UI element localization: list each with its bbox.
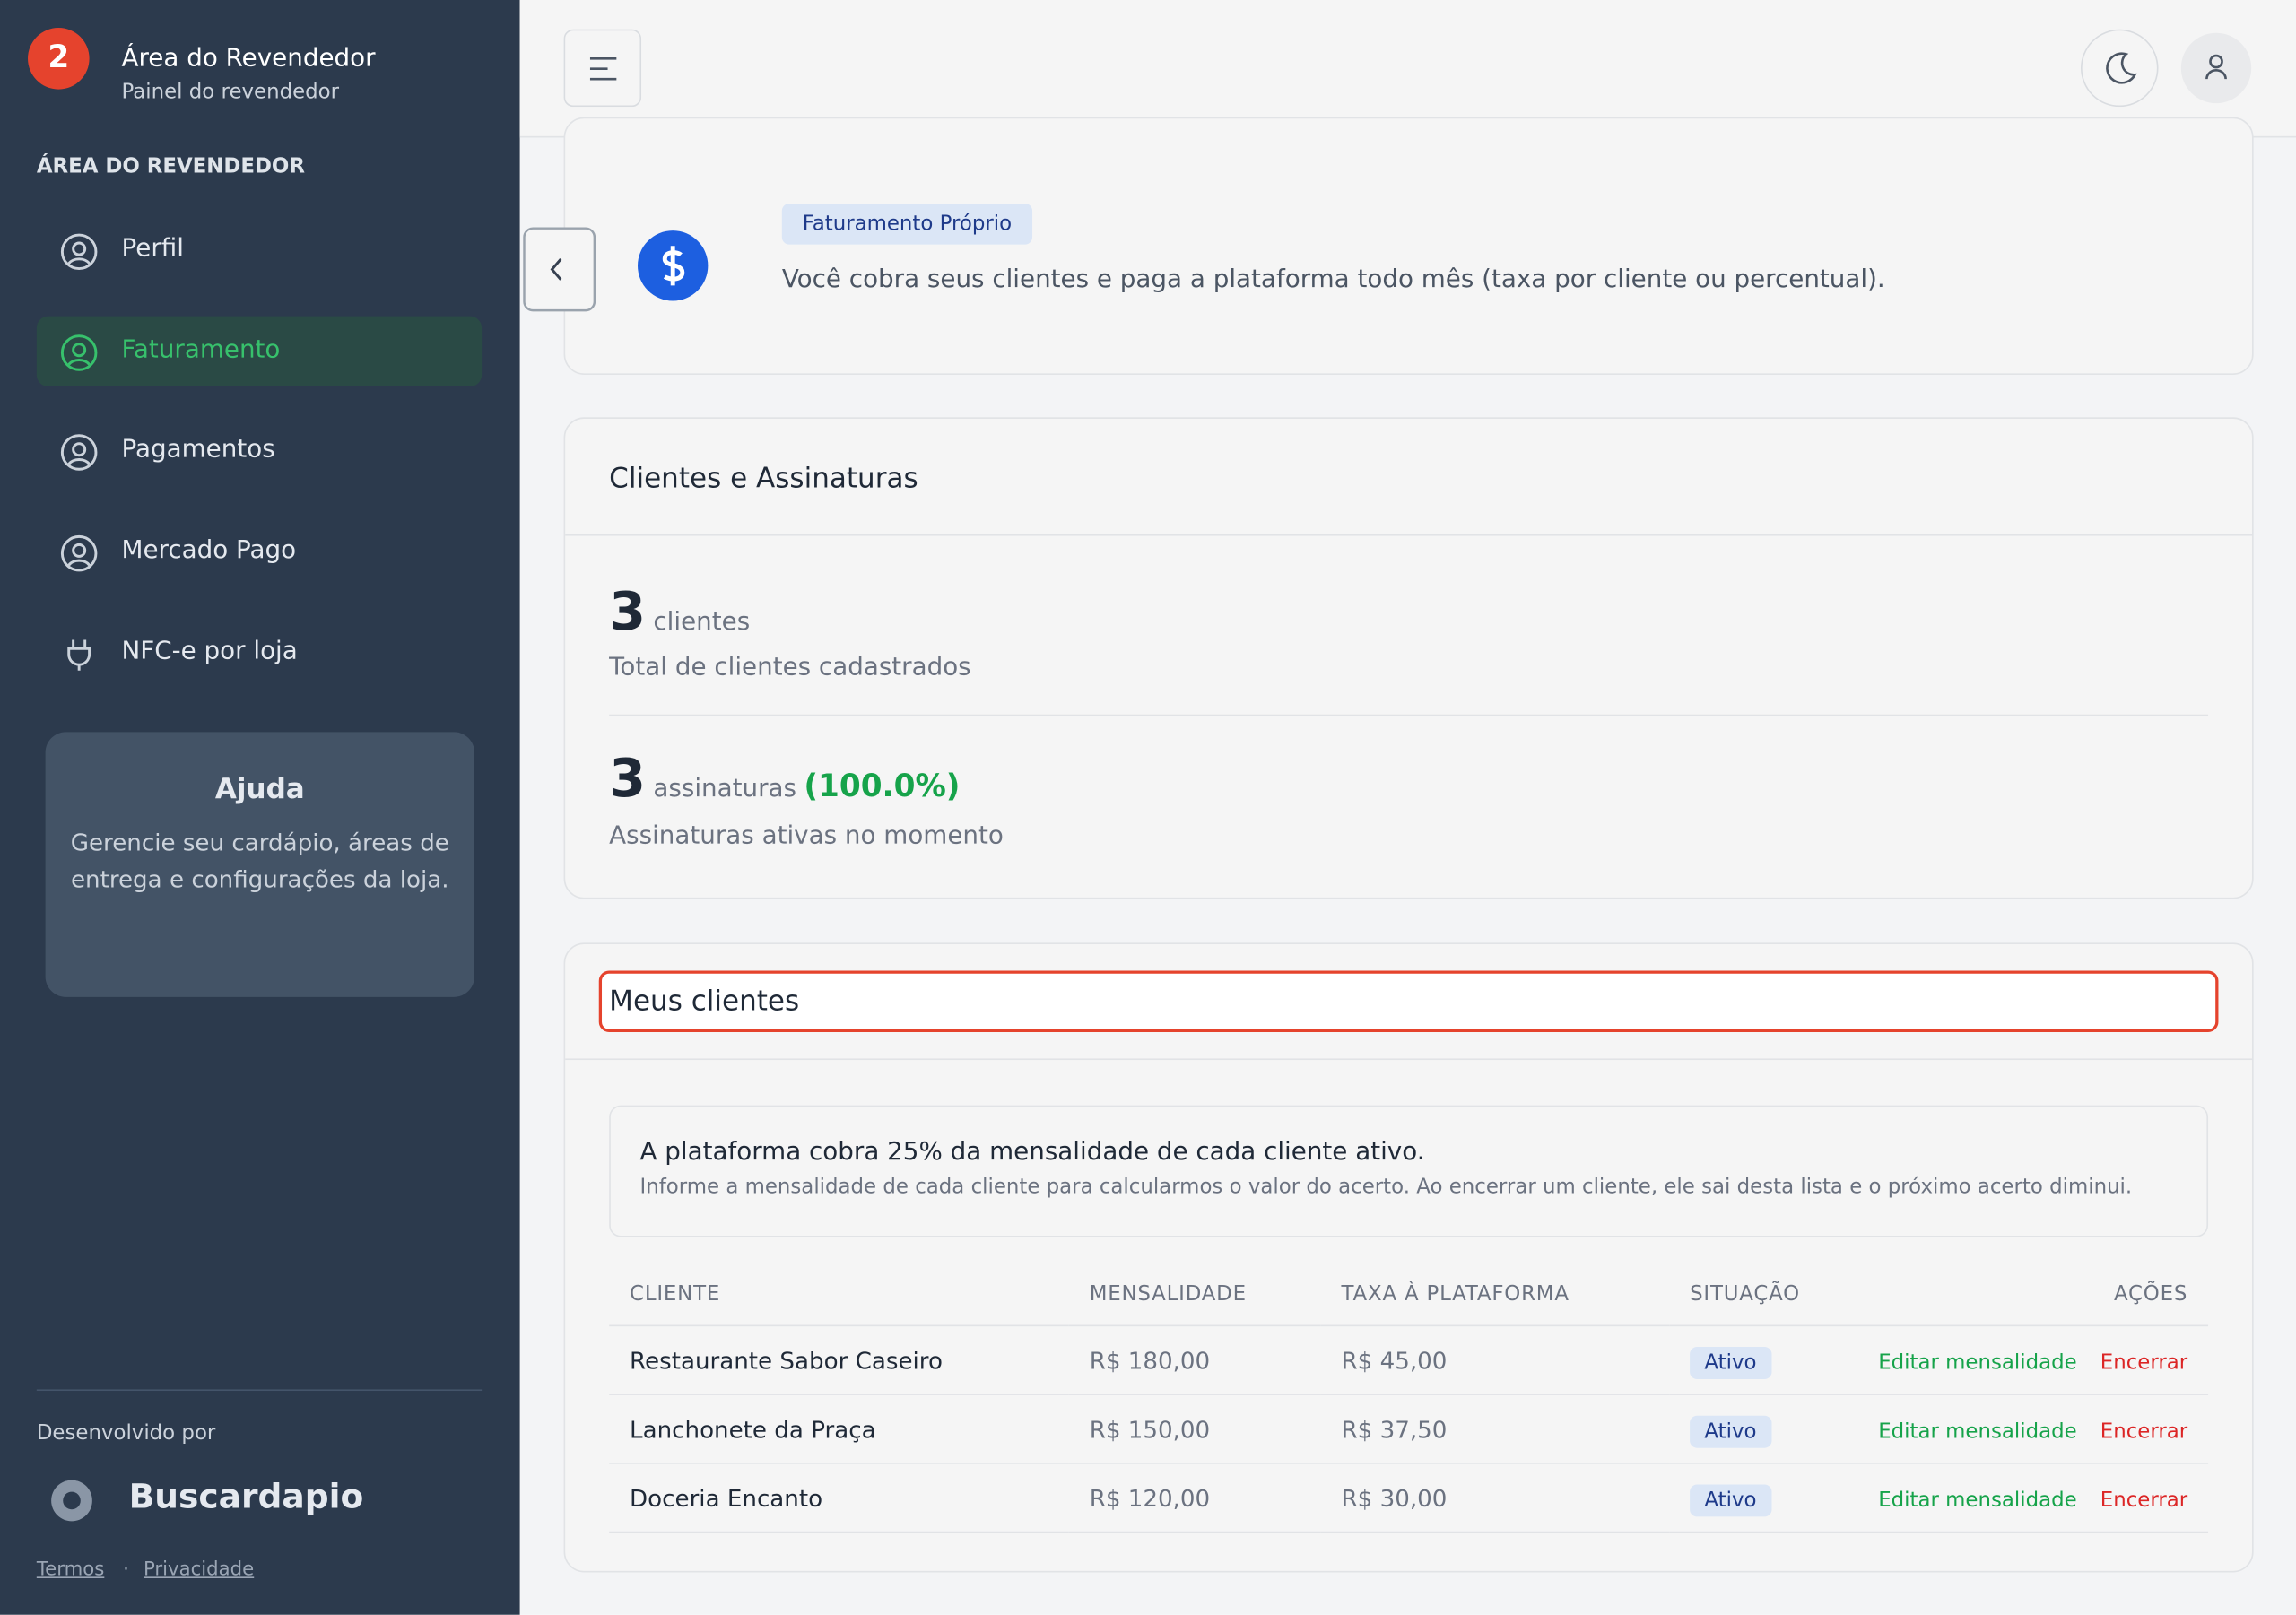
column-header: CLIENTE xyxy=(609,1263,1069,1327)
edit-action[interactable]: Editar mensalidade xyxy=(1878,1350,2077,1375)
column-header: MENSALIDADE xyxy=(1068,1263,1321,1327)
end-action[interactable]: Encerrar xyxy=(2100,1419,2188,1443)
summary-card: Clientes e Assinaturas 3 clientes Total … xyxy=(563,417,2254,899)
privacy-link[interactable]: Privacidade xyxy=(143,1559,255,1582)
notice: A plataforma cobra 25% da mensalidade de… xyxy=(609,1105,2209,1237)
menu-label: Mercado Pago xyxy=(121,535,297,566)
status-pill: Ativo xyxy=(1690,1346,1771,1379)
status-pill: Ativo xyxy=(1690,1414,1771,1447)
clients-card: Meus clientes A plataforma cobra 25% da … xyxy=(563,942,2254,1573)
user-icon xyxy=(60,334,98,371)
edit-action[interactable]: Editar mensalidade xyxy=(1878,1488,2077,1512)
header xyxy=(519,0,2296,138)
subs-count: 3 xyxy=(609,749,647,810)
notice-text: Informe a mensalidade de cada cliente pa… xyxy=(639,1176,2133,1200)
platform-fee: R$ 30,00 xyxy=(1320,1463,1670,1533)
client-name: Lanchonete da Praça xyxy=(609,1394,1069,1464)
subs-caption: Assinaturas ativas no momento xyxy=(609,821,1004,851)
help-text: Gerencie seu cardápio, áreas de entrega … xyxy=(70,829,449,893)
monthly-fee: R$ 150,00 xyxy=(1068,1394,1321,1464)
table-header: CLIENTE MENSALIDADE TAXA À PLATAFORMA SITUA… xyxy=(609,1263,2209,1327)
menu-item[interactable]: NFC-e por loja xyxy=(37,618,482,688)
clients-unit: clientes xyxy=(653,607,751,638)
menu-label: NFC-e por loja xyxy=(121,636,298,666)
table-row: Lanchonete da Praça R$ 150,00 R$ 37,50 Ativ… xyxy=(609,1394,2209,1464)
menu-button[interactable] xyxy=(563,29,642,108)
plug-icon xyxy=(67,639,91,671)
brand-logo xyxy=(51,1480,92,1522)
sidebar-title: Área do Revendedor xyxy=(121,43,376,74)
column-header: AÇÕES xyxy=(1815,1263,2209,1327)
menu-item[interactable]: Faturamento xyxy=(36,316,483,386)
section-label: ÁREA DO REVENDEDOR xyxy=(36,155,305,179)
subs-percent: (100.0%) xyxy=(804,768,961,804)
status-cell: Ativo xyxy=(1669,1394,1816,1464)
table-row: Doceria Encanto R$ 120,00 R$ 30,00 Ativo Edi… xyxy=(609,1463,2209,1533)
theme-button[interactable] xyxy=(2081,29,2159,108)
user-icon xyxy=(60,233,98,271)
sidebar: 2 Área do Revendedor Painel do revendedo… xyxy=(0,0,520,1615)
clients-count: 3 xyxy=(609,582,647,643)
notice-title: A plataforma cobra 25% da mensalidade de… xyxy=(639,1137,1425,1168)
help-title: Ajuda xyxy=(214,773,305,805)
end-action[interactable]: Encerrar xyxy=(2100,1488,2188,1512)
column-header: TAXA À PLATAFORMA xyxy=(1320,1263,1670,1327)
terms-link[interactable]: Termos xyxy=(36,1559,105,1582)
clients-caption: Total de clientes cadastrados xyxy=(609,653,971,682)
client-name: Doceria Encanto xyxy=(609,1463,1069,1533)
help-box: Ajuda Gerencie seu cardápio, áreas de en… xyxy=(45,732,474,997)
monthly-fee: R$ 180,00 xyxy=(1068,1325,1321,1395)
dollar-icon xyxy=(638,230,709,301)
edit-action[interactable]: Editar mensalidade xyxy=(1878,1419,2077,1443)
platform-fee: R$ 45,00 xyxy=(1320,1325,1670,1395)
client-name: Restaurante Sabor Caseiro xyxy=(609,1325,1069,1395)
sidebar-subtitle: Painel do revendedor xyxy=(121,80,340,104)
table-row: Restaurante Sabor Caseiro R$ 180,00 R$ 45,… xyxy=(609,1325,2209,1395)
menu-item[interactable]: Pagamentos xyxy=(37,416,482,486)
brand: Buscardapio xyxy=(128,1478,364,1517)
actions-cell: Editar mensalidade Encerrar xyxy=(1815,1325,2209,1395)
table-body: Restaurante Sabor Caseiro R$ 180,00 R$ 45,… xyxy=(609,1325,2209,1533)
menu-label: Perfil xyxy=(121,234,184,264)
end-action[interactable]: Encerrar xyxy=(2100,1350,2188,1375)
column-header: SITUAÇÃO xyxy=(1669,1263,1816,1327)
status-pill: Ativo xyxy=(1690,1483,1771,1516)
user-icon xyxy=(60,434,98,472)
user-button[interactable] xyxy=(2180,32,2252,104)
status-cell: Ativo xyxy=(1669,1325,1816,1395)
billing-card: Faturamento Próprio Você cobra seus clie… xyxy=(523,117,2254,375)
menu-label: Faturamento xyxy=(121,334,281,365)
subs-stat: 3 assinaturas (100.0%) xyxy=(609,750,960,810)
divider xyxy=(565,534,2253,536)
clients-stat: 3 clientes xyxy=(609,583,750,643)
clients-title: Meus clientes xyxy=(609,985,800,1018)
divider xyxy=(609,714,2209,716)
actions-cell: Editar mensalidade Encerrar xyxy=(1815,1463,2209,1533)
user-icon xyxy=(60,535,98,572)
clients-title-box: Meus clientes xyxy=(598,970,2219,1033)
developed-by: Desenvolvido por xyxy=(36,1421,216,1446)
menu-label: Pagamentos xyxy=(121,435,275,465)
billing-text: Você cobra seus clientes e paga a plataf… xyxy=(781,265,1885,295)
summary-title: Clientes e Assinaturas xyxy=(609,462,918,495)
clients-table: CLIENTE MENSALIDADE TAXA À PLATAFORMA SITUA… xyxy=(609,1263,2209,1533)
collapse-button[interactable] xyxy=(523,227,596,312)
divider xyxy=(565,1058,2253,1061)
menu-item[interactable]: Mercado Pago xyxy=(37,517,482,586)
monthly-fee: R$ 120,00 xyxy=(1068,1463,1321,1533)
platform-fee: R$ 37,50 xyxy=(1320,1394,1670,1464)
badge: 2 xyxy=(28,28,90,90)
menu-item[interactable]: Perfil xyxy=(37,215,482,285)
actions-cell: Editar mensalidade Encerrar xyxy=(1815,1394,2209,1464)
separator: · xyxy=(123,1559,129,1582)
divider xyxy=(36,1389,483,1392)
billing-badge: Faturamento Próprio xyxy=(781,203,1032,245)
subs-unit: assinaturas xyxy=(653,774,797,804)
status-cell: Ativo xyxy=(1669,1463,1816,1533)
